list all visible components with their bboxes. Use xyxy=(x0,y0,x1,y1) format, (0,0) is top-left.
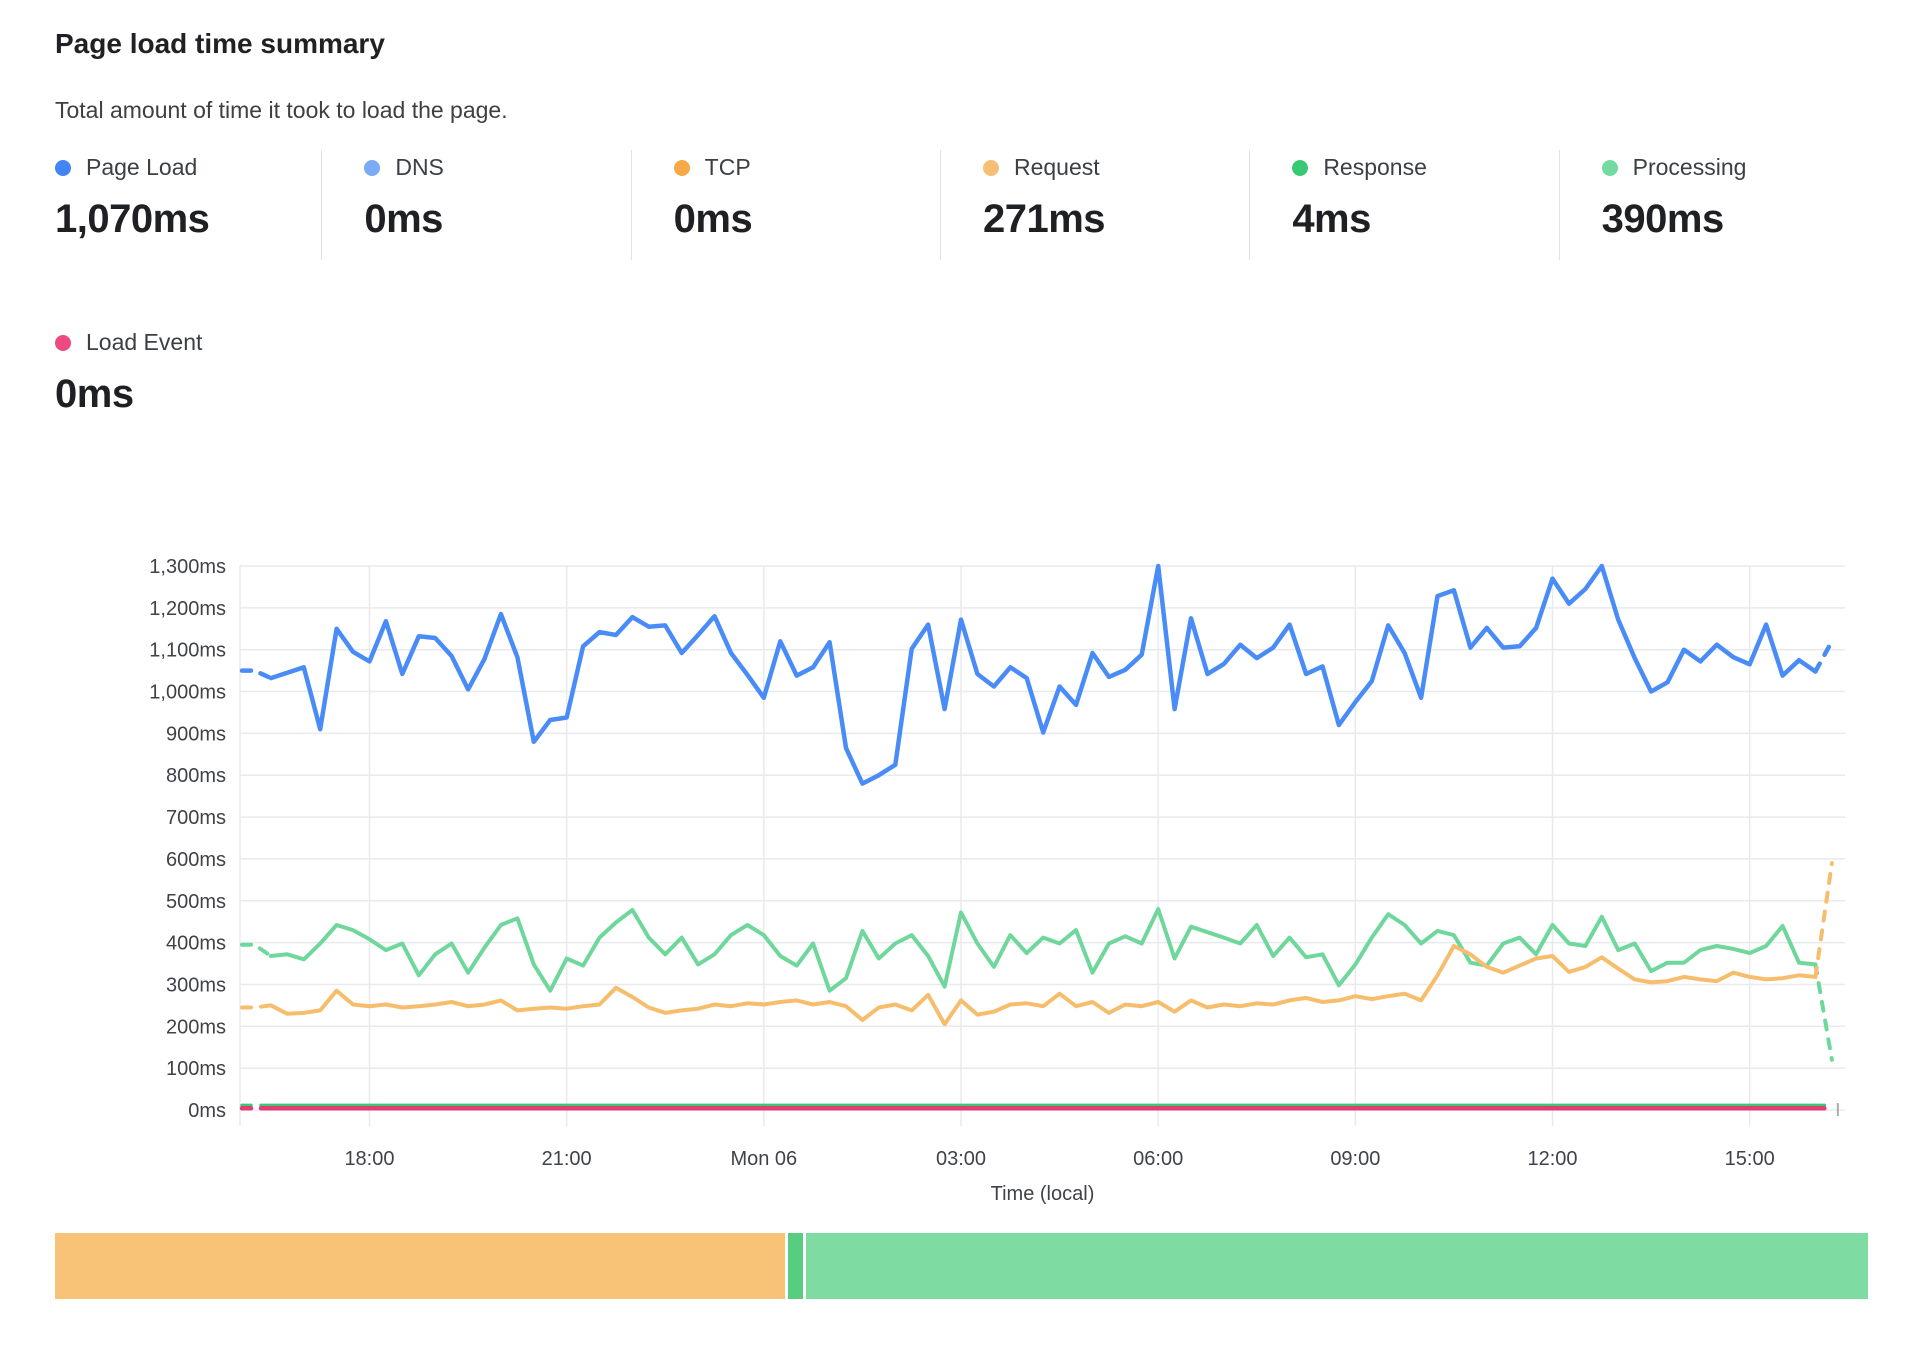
metric-tcp[interactable]: TCP 0ms xyxy=(630,150,940,260)
x-tick-label: Mon 06 xyxy=(730,1148,797,1170)
page-load-dot-icon xyxy=(55,159,71,176)
metric-page-load[interactable]: Page Load 1,070ms xyxy=(55,150,321,260)
load-event-dot-icon xyxy=(55,334,71,351)
metric-value: 0ms xyxy=(364,197,443,241)
metrics-legend-row: Page Load 1,070ms DNS 0ms TCP 0ms Reques… xyxy=(55,150,1868,260)
metric-label: DNS xyxy=(395,154,444,180)
metric-label: Page Load xyxy=(86,154,198,180)
metric-label: Response xyxy=(1323,154,1427,180)
page-subtitle: Total amount of time it took to load the… xyxy=(55,97,508,123)
x-tick-label: 15:00 xyxy=(1725,1148,1775,1170)
metric-value: 271ms xyxy=(982,197,1106,241)
metric-value: 0ms xyxy=(673,197,753,241)
metric-label: Load Event xyxy=(86,329,203,355)
y-tick-label: 600ms xyxy=(166,849,226,871)
x-tick-label: 09:00 xyxy=(1330,1148,1380,1170)
metric-request[interactable]: Request 271ms xyxy=(939,150,1249,260)
series-request-lead-dash xyxy=(240,1003,273,1010)
metric-label: TCP xyxy=(704,154,751,180)
page-title: Page load time summary xyxy=(55,28,385,59)
metric-value: 4ms xyxy=(1292,197,1371,241)
y-tick-label: 1,300ms xyxy=(149,556,226,578)
series-page-load-tail-dash xyxy=(1813,639,1835,674)
series-processing-line xyxy=(268,907,1818,993)
y-tick-label: 1,000ms xyxy=(149,682,226,704)
series-request-line xyxy=(268,944,1818,1027)
tcp-dot-icon xyxy=(673,159,690,176)
request-dot-icon xyxy=(982,159,999,176)
metric-label: Request xyxy=(1013,154,1100,180)
processing-dot-icon xyxy=(1601,159,1618,176)
x-tick-label: 21:00 xyxy=(542,1148,592,1170)
metric-label: Processing xyxy=(1632,154,1747,180)
bar-segment-processing xyxy=(806,1233,1868,1299)
metric-response[interactable]: Response 4ms xyxy=(1249,150,1558,260)
series-processing-lead-dash xyxy=(240,942,273,958)
metric-processing[interactable]: Processing 390ms xyxy=(1558,150,1868,260)
metric-dns[interactable]: DNS 0ms xyxy=(321,150,630,260)
series-page-load-lead-dash xyxy=(239,668,274,681)
y-tick-label: 500ms xyxy=(166,891,226,913)
metric-value: 390ms xyxy=(1601,197,1725,241)
response-dot-icon xyxy=(1292,159,1309,176)
series-request-tail-dash xyxy=(1813,861,1834,979)
x-tick-label: 03:00 xyxy=(936,1148,986,1170)
y-tick-label: 900ms xyxy=(166,723,226,745)
y-tick-label: 1,200ms xyxy=(149,598,226,620)
y-tick-label: 100ms xyxy=(166,1058,226,1080)
y-tick-label: 200ms xyxy=(166,1016,226,1038)
y-tick-label: 800ms xyxy=(166,765,226,787)
load-time-breakdown-bar xyxy=(55,1233,1868,1299)
metric-value: 1,070ms xyxy=(55,197,210,241)
y-tick-label: 400ms xyxy=(166,933,226,955)
x-tick-label: 12:00 xyxy=(1527,1148,1577,1170)
metric-load-event[interactable]: Load Event 0ms xyxy=(55,325,357,435)
y-tick-label: 1,100ms xyxy=(149,640,226,662)
series-processing-tail-dash xyxy=(1813,962,1834,1062)
series-page-load-line xyxy=(268,563,1818,786)
x-tick-label: 06:00 xyxy=(1133,1148,1183,1170)
dns-dot-icon xyxy=(364,159,381,176)
y-tick-label: 300ms xyxy=(166,974,226,996)
x-tick-label: 18:00 xyxy=(344,1148,394,1170)
x-axis-title: Time (local) xyxy=(991,1183,1095,1205)
metric-value: 0ms xyxy=(55,372,134,416)
bar-segment-request xyxy=(55,1233,786,1299)
y-tick-label: 0ms xyxy=(188,1100,226,1122)
bar-segment-response xyxy=(785,1233,807,1299)
y-tick-label: 700ms xyxy=(166,807,226,829)
metrics-legend-row-2: Load Event 0ms xyxy=(55,325,1868,435)
